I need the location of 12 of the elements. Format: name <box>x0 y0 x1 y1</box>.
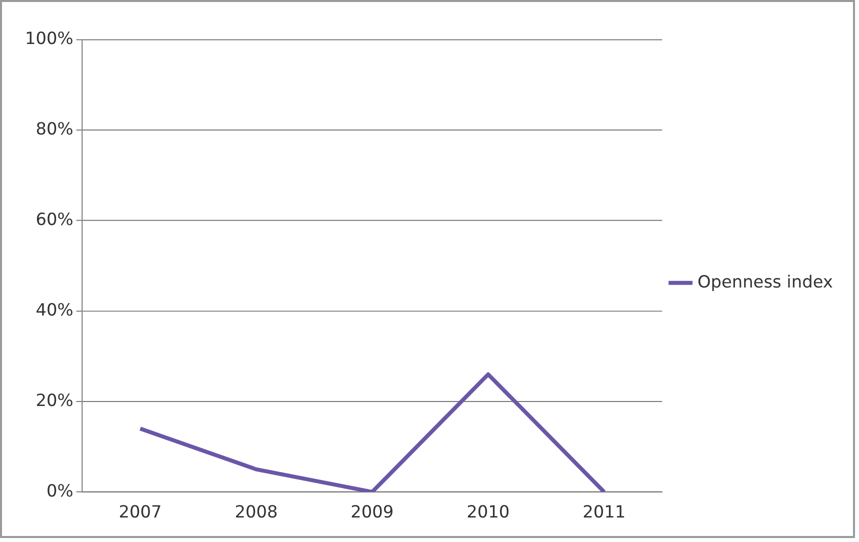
x-tick-label: 2009 <box>350 501 394 522</box>
y-tick-label: 40% <box>36 299 74 320</box>
x-tick-label: 2008 <box>234 501 278 522</box>
y-tick-label: 60% <box>36 209 74 229</box>
y-tick-label: 100% <box>24 28 74 48</box>
x-tick-label: 2010 <box>466 501 510 522</box>
x-tick-label: 2011 <box>582 501 626 522</box>
legend-label: Openness index <box>697 271 833 292</box>
y-tick-label: 80% <box>36 118 74 139</box>
y-tick-label: 0% <box>46 480 74 500</box>
x-tick-label: 2007 <box>118 501 162 522</box>
y-tick-label: 20% <box>36 390 74 410</box>
